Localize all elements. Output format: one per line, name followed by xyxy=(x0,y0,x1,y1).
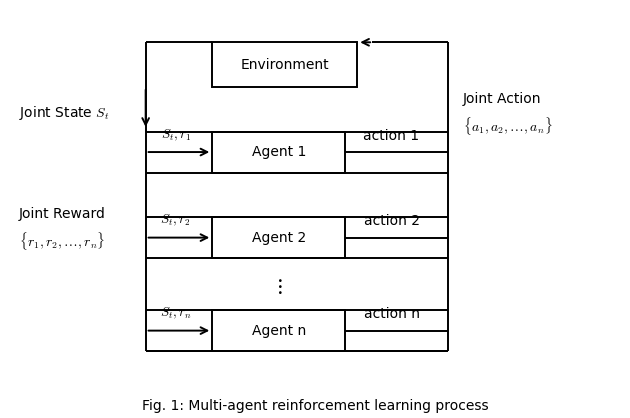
Bar xyxy=(212,310,345,351)
Text: $\{r_1, r_2, \ldots, r_n\}$: $\{r_1, r_2, \ldots, r_n\}$ xyxy=(19,230,105,252)
Text: $\vdots$: $\vdots$ xyxy=(275,276,283,296)
Text: $\{a_1, a_2, \ldots, a_n\}$: $\{a_1, a_2, \ldots, a_n\}$ xyxy=(463,115,553,137)
Text: Agent n: Agent n xyxy=(251,324,306,338)
Text: Agent 1: Agent 1 xyxy=(251,145,306,159)
Text: Joint Action: Joint Action xyxy=(463,92,542,106)
Text: action 2: action 2 xyxy=(364,214,420,228)
Bar xyxy=(212,132,345,173)
Bar xyxy=(212,42,357,87)
Text: Joint Reward: Joint Reward xyxy=(19,207,105,221)
Text: $\mathbf{\mathit{S_t, r_n}}$: $\mathbf{\mathit{S_t, r_n}}$ xyxy=(160,306,192,321)
Text: $\mathbf{\mathit{S_t, r_2}}$: $\mathbf{\mathit{S_t, r_2}}$ xyxy=(161,213,191,228)
Text: Fig. 1: Multi-agent reinforcement learning process: Fig. 1: Multi-agent reinforcement learni… xyxy=(142,400,488,413)
Bar xyxy=(212,217,345,258)
Text: Joint State $S_t$: Joint State $S_t$ xyxy=(19,104,109,122)
Text: action n: action n xyxy=(364,307,420,321)
Text: $\mathbf{\mathit{S_t, r_1}}$: $\mathbf{\mathit{S_t, r_1}}$ xyxy=(161,127,191,143)
Text: Environment: Environment xyxy=(241,58,329,71)
Text: Agent 2: Agent 2 xyxy=(251,231,306,245)
Text: action 1: action 1 xyxy=(364,129,420,143)
